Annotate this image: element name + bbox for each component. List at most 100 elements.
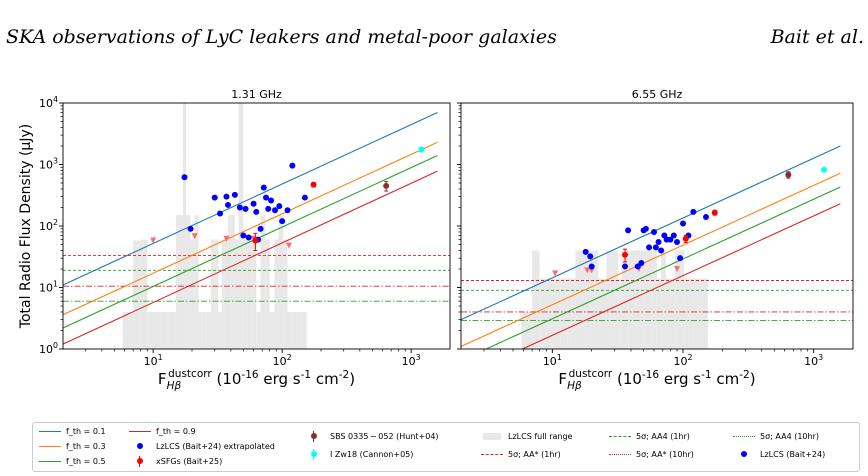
y-tick-label: 103 xyxy=(39,157,58,172)
x-axis-label: FHβdustcorr (10-16 erg s-1 cm-2) xyxy=(558,368,755,392)
y-tick-label: 104 xyxy=(39,95,58,110)
legend-fth-01-label: f_th = 0.1 xyxy=(66,427,106,436)
hist-bar xyxy=(140,239,148,349)
lzlcs-point xyxy=(625,227,632,234)
hist-bar xyxy=(638,250,644,349)
plot-area xyxy=(461,145,853,349)
legend-aastar-1hr: 5σ; AA* (1hr) xyxy=(481,449,561,460)
running-header-title: SKA observations of LyC leakers and meta… xyxy=(6,26,557,48)
hist-bar xyxy=(670,278,676,349)
lzlcs-point xyxy=(279,218,286,225)
hist-bar xyxy=(287,311,293,349)
xsfg-point xyxy=(622,251,629,258)
legend-aa4-1hr: 5σ; AA4 (1hr) xyxy=(609,431,690,442)
hist-bar xyxy=(579,250,583,349)
hist-bar xyxy=(625,250,629,349)
legend-lzlcs-marker xyxy=(733,449,755,460)
lzlcs-point xyxy=(658,247,665,254)
lzlcs-point xyxy=(679,220,686,227)
sbs0335-point xyxy=(785,171,792,178)
lzlcs-point xyxy=(674,238,681,245)
hist-bar xyxy=(684,278,689,349)
lzlcs-point xyxy=(181,174,188,181)
legend-fth-05-line xyxy=(39,456,61,467)
hist-bar xyxy=(221,239,225,349)
hist-bar xyxy=(238,103,244,349)
lzlcs-point xyxy=(253,208,260,215)
hist-bar xyxy=(697,278,703,349)
lzlcs-point xyxy=(276,203,283,210)
xsfg-point xyxy=(711,209,718,216)
lzlcs-point xyxy=(582,248,589,255)
hist-bar xyxy=(160,311,168,349)
lzlcs-point xyxy=(652,244,659,251)
legend-lzlcs-full-range-label: LzLCS full range xyxy=(508,432,573,441)
x-tick-label: 103 xyxy=(402,353,421,368)
upper-limit-marker xyxy=(191,233,198,240)
legend-lzlcs-full-range: LzLCS full range xyxy=(481,431,572,442)
fth-line xyxy=(63,112,438,286)
fth-line xyxy=(461,172,841,347)
y-tick-label: 101 xyxy=(39,280,58,295)
hist-bar xyxy=(218,311,222,349)
legend-fth-03-line xyxy=(39,441,61,452)
legend-izw18-label: I Zw18 (Cannon+05) xyxy=(330,450,414,459)
lzlcs-point xyxy=(646,244,653,251)
hist-bar xyxy=(648,250,653,349)
lzlcs-point xyxy=(622,263,629,270)
y-axis-label: Total Radio Flux Density (μJy) xyxy=(18,124,34,329)
chart-title: 1.31 GHz xyxy=(231,88,282,101)
legend-aastar-10hr-label: 5σ; AA* (10hr) xyxy=(636,450,694,459)
legend-fth-09: f_th = 0.9 xyxy=(129,426,196,437)
lzlcs-point xyxy=(211,194,218,201)
lzlcs-point xyxy=(236,204,243,211)
hist-bar xyxy=(172,311,176,349)
lzlcs-point xyxy=(588,263,595,270)
lzlcs-point xyxy=(638,260,645,267)
lzlcs-point xyxy=(268,197,275,204)
hist-bar xyxy=(133,240,141,349)
hist-bar xyxy=(643,250,649,349)
lzlcs-point xyxy=(223,193,230,200)
hist-bar xyxy=(278,215,284,349)
lzlcs-point xyxy=(231,191,238,198)
x-tick-label: 103 xyxy=(804,353,823,368)
legend-izw18-marker xyxy=(303,449,325,460)
hist-bar xyxy=(206,311,211,349)
hist-bar xyxy=(265,239,270,349)
izw18-point xyxy=(821,166,828,173)
hist-bar xyxy=(610,250,615,349)
legend-lzlcs-full-range-patch xyxy=(481,431,503,442)
hist-bar xyxy=(256,311,261,349)
legend-lzlcs-extrapolated-label: LzLCS (Bait+24) extrapolated xyxy=(156,442,275,451)
y-tick-label: 100 xyxy=(39,341,58,356)
hist-bar xyxy=(301,311,307,349)
y-tick-label: 102 xyxy=(39,218,58,233)
legend-fth-05: f_th = 0.5 xyxy=(39,456,106,467)
lzlcs-point xyxy=(301,194,308,201)
legend-fth-05-label: f_th = 0.5 xyxy=(66,457,106,466)
hist-bar xyxy=(702,278,708,349)
lzlcs-point xyxy=(260,184,267,191)
hist-bar xyxy=(567,278,572,349)
hist-bar xyxy=(202,311,207,349)
legend-fth-03: f_th = 0.3 xyxy=(39,441,106,452)
upper-limit-marker xyxy=(286,242,293,249)
hist-bar xyxy=(665,278,671,349)
legend-aastar-10hr: 5σ; AA* (10hr) xyxy=(609,449,694,460)
hist-bar xyxy=(251,239,257,349)
hist-bar xyxy=(621,250,626,349)
hist-bar xyxy=(186,215,191,349)
hist-bar xyxy=(618,278,622,349)
hist-bar xyxy=(585,250,591,349)
hist-bar xyxy=(269,311,275,349)
legend-sbs0335-marker xyxy=(303,431,325,442)
legend: f_th = 0.1 f_th = 0.3 f_th = 0.5 f_th = … xyxy=(32,422,860,472)
lzlcs-point xyxy=(667,236,674,243)
legend-lzlcs-extrapolated: LzLCS (Bait+24) extrapolated xyxy=(129,441,275,452)
fth-line xyxy=(461,145,841,321)
xsfg-point xyxy=(682,235,689,242)
hist-bar xyxy=(552,278,561,349)
lzlcs-point xyxy=(690,208,697,215)
plot-area xyxy=(63,103,450,349)
